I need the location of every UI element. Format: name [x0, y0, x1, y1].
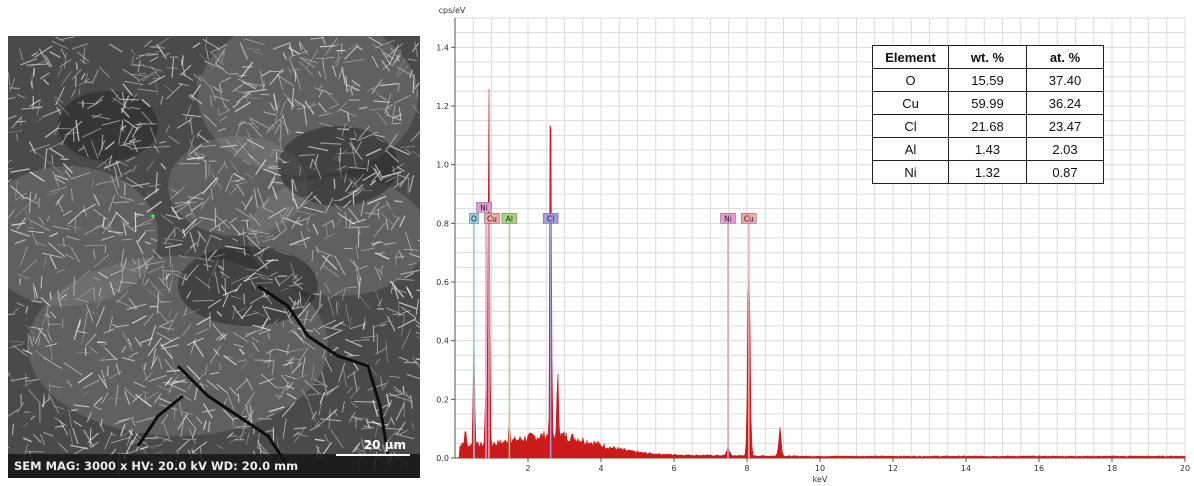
marker-box-ni — [720, 213, 736, 224]
x-axis-label: keV — [813, 475, 828, 484]
x-tick-label: 12 — [888, 464, 898, 473]
y-tick-label: 1.2 — [436, 102, 449, 111]
table-cell: Al — [872, 137, 949, 161]
x-tick-label: 4 — [598, 464, 603, 473]
marker-box-cu — [484, 213, 500, 224]
y-tick-label: 1.0 — [436, 161, 449, 170]
y-tick-label: 0.0 — [436, 454, 449, 463]
scale-bar — [336, 454, 410, 456]
y-tick-label: 1.4 — [436, 43, 449, 52]
sem-info-bar: SEM MAG: 3000 x HV: 20.0 kV WD: 20.0 mm … — [8, 438, 420, 478]
spectrum-series — [455, 88, 1186, 459]
marker-box-o — [469, 213, 479, 224]
y-tick-label: 0.2 — [436, 395, 449, 404]
table-cell: Cu — [872, 91, 949, 115]
table-cell: 1.32 — [948, 160, 1027, 184]
table-header-1: wt. % — [948, 45, 1027, 69]
y-axis-label: cps/eV — [439, 6, 466, 15]
marker-label-al: Al — [506, 214, 513, 223]
x-tick-label: 18 — [1107, 464, 1117, 473]
sem-texture — [8, 36, 420, 478]
table-body: O 15.59 37.40 Cu 59.99 36.24 Cl 21.68 23.47 Al 1.4… — [872, 68, 1104, 184]
table-cell: 23.47 — [1026, 114, 1104, 138]
x-tick-label: 6 — [671, 464, 676, 473]
marker-label-cl: Cl — [547, 214, 554, 223]
marker-label-ni: Ni — [724, 214, 732, 223]
y-tick-label: 0.4 — [436, 337, 449, 346]
y-tick-label: 0.6 — [436, 278, 449, 287]
table-row: O 15.59 37.40 — [872, 68, 1104, 92]
y-tick-label: 0.8 — [436, 219, 449, 228]
x-tick-label: 20 — [1180, 464, 1190, 473]
x-tick-label: 10 — [815, 464, 825, 473]
table-cell: O — [872, 68, 949, 92]
table-cell: 36.24 — [1026, 91, 1104, 115]
marker-label-cu: Cu — [744, 214, 754, 223]
table-row: Cu 59.99 36.24 — [872, 91, 1104, 115]
table-row: Al 1.43 2.03 — [872, 137, 1104, 161]
scale-bar-label: 20 µm — [363, 438, 406, 452]
table-cell: Ni — [872, 160, 949, 184]
table-cell: 15.59 — [948, 68, 1027, 92]
marker-box-ni — [476, 202, 492, 213]
x-tick-label: 16 — [1034, 464, 1044, 473]
x-tick-label: 2 — [525, 464, 530, 473]
table-cell: 1.43 — [948, 137, 1027, 161]
sem-micrograph: SEM MAG: 3000 x HV: 20.0 kV WD: 20.0 mm … — [8, 36, 420, 478]
table-cell: 37.40 — [1026, 68, 1104, 92]
marker-box-cl — [542, 213, 559, 224]
marker-label-o: O — [471, 214, 477, 223]
marker-label-ni: Ni — [480, 203, 488, 212]
table-cell: Cl — [872, 114, 949, 138]
table-header-0: Element — [872, 45, 949, 69]
marker-label-cu: Cu — [487, 214, 497, 223]
x-tick-label: 14 — [961, 464, 971, 473]
table-cell: 59.99 — [948, 91, 1027, 115]
table-row: Ni 1.32 0.87 — [872, 160, 1104, 184]
table-cell: 21.68 — [948, 114, 1027, 138]
marker-box-al — [501, 213, 518, 224]
table-header-2: at. % — [1026, 45, 1104, 69]
sem-caption: SEM MAG: 3000 x HV: 20.0 kV WD: 20.0 mm — [14, 459, 299, 473]
marker-box-cu — [741, 213, 757, 224]
x-tick-label: 8 — [744, 464, 749, 473]
composition-table: Element wt. % at. % O 15.59 37.40 Cu 59.99 36.2… — [872, 45, 1104, 184]
table-header-row: Element wt. % at. % — [872, 45, 1104, 69]
table-row: Cl 21.68 23.47 — [872, 114, 1104, 138]
table-cell: 2.03 — [1026, 137, 1104, 161]
table-cell: 0.87 — [1026, 160, 1104, 184]
